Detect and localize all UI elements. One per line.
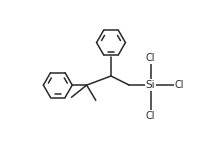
Text: Si: Si	[146, 80, 155, 90]
Text: Cl: Cl	[146, 53, 155, 63]
Text: Cl: Cl	[146, 111, 155, 121]
Text: Cl: Cl	[175, 80, 184, 90]
